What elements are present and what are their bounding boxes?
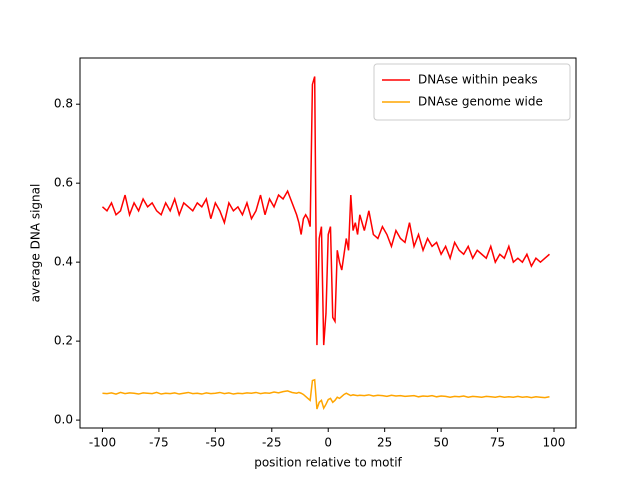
y-axis-label: average DNA signal bbox=[29, 184, 43, 303]
legend-label: DNAse within peaks bbox=[418, 73, 538, 87]
x-tick-label: 100 bbox=[543, 436, 566, 450]
series-line bbox=[102, 378, 550, 411]
y-tick-label: 0.2 bbox=[54, 334, 73, 348]
x-tick-label: -75 bbox=[149, 436, 169, 450]
legend-box bbox=[373, 63, 571, 121]
series-line bbox=[101, 76, 550, 346]
x-tick-label: -50 bbox=[206, 436, 226, 450]
x-tick-label: 0 bbox=[324, 436, 332, 450]
y-tick-label: 0.8 bbox=[54, 97, 73, 111]
y-tick-label: 0.4 bbox=[54, 255, 73, 269]
x-axis-label: position relative to motif bbox=[254, 456, 402, 470]
x-tick-label: 25 bbox=[377, 436, 392, 450]
x-tick-label: 50 bbox=[433, 436, 448, 450]
x-tick-label: -100 bbox=[89, 436, 116, 450]
y-tick-label: 0.0 bbox=[54, 413, 73, 427]
x-tick-label: -25 bbox=[262, 436, 282, 450]
x-tick-label: 75 bbox=[490, 436, 505, 450]
y-tick-label: 0.6 bbox=[54, 176, 73, 190]
legend-label: DNAse genome wide bbox=[418, 95, 543, 109]
